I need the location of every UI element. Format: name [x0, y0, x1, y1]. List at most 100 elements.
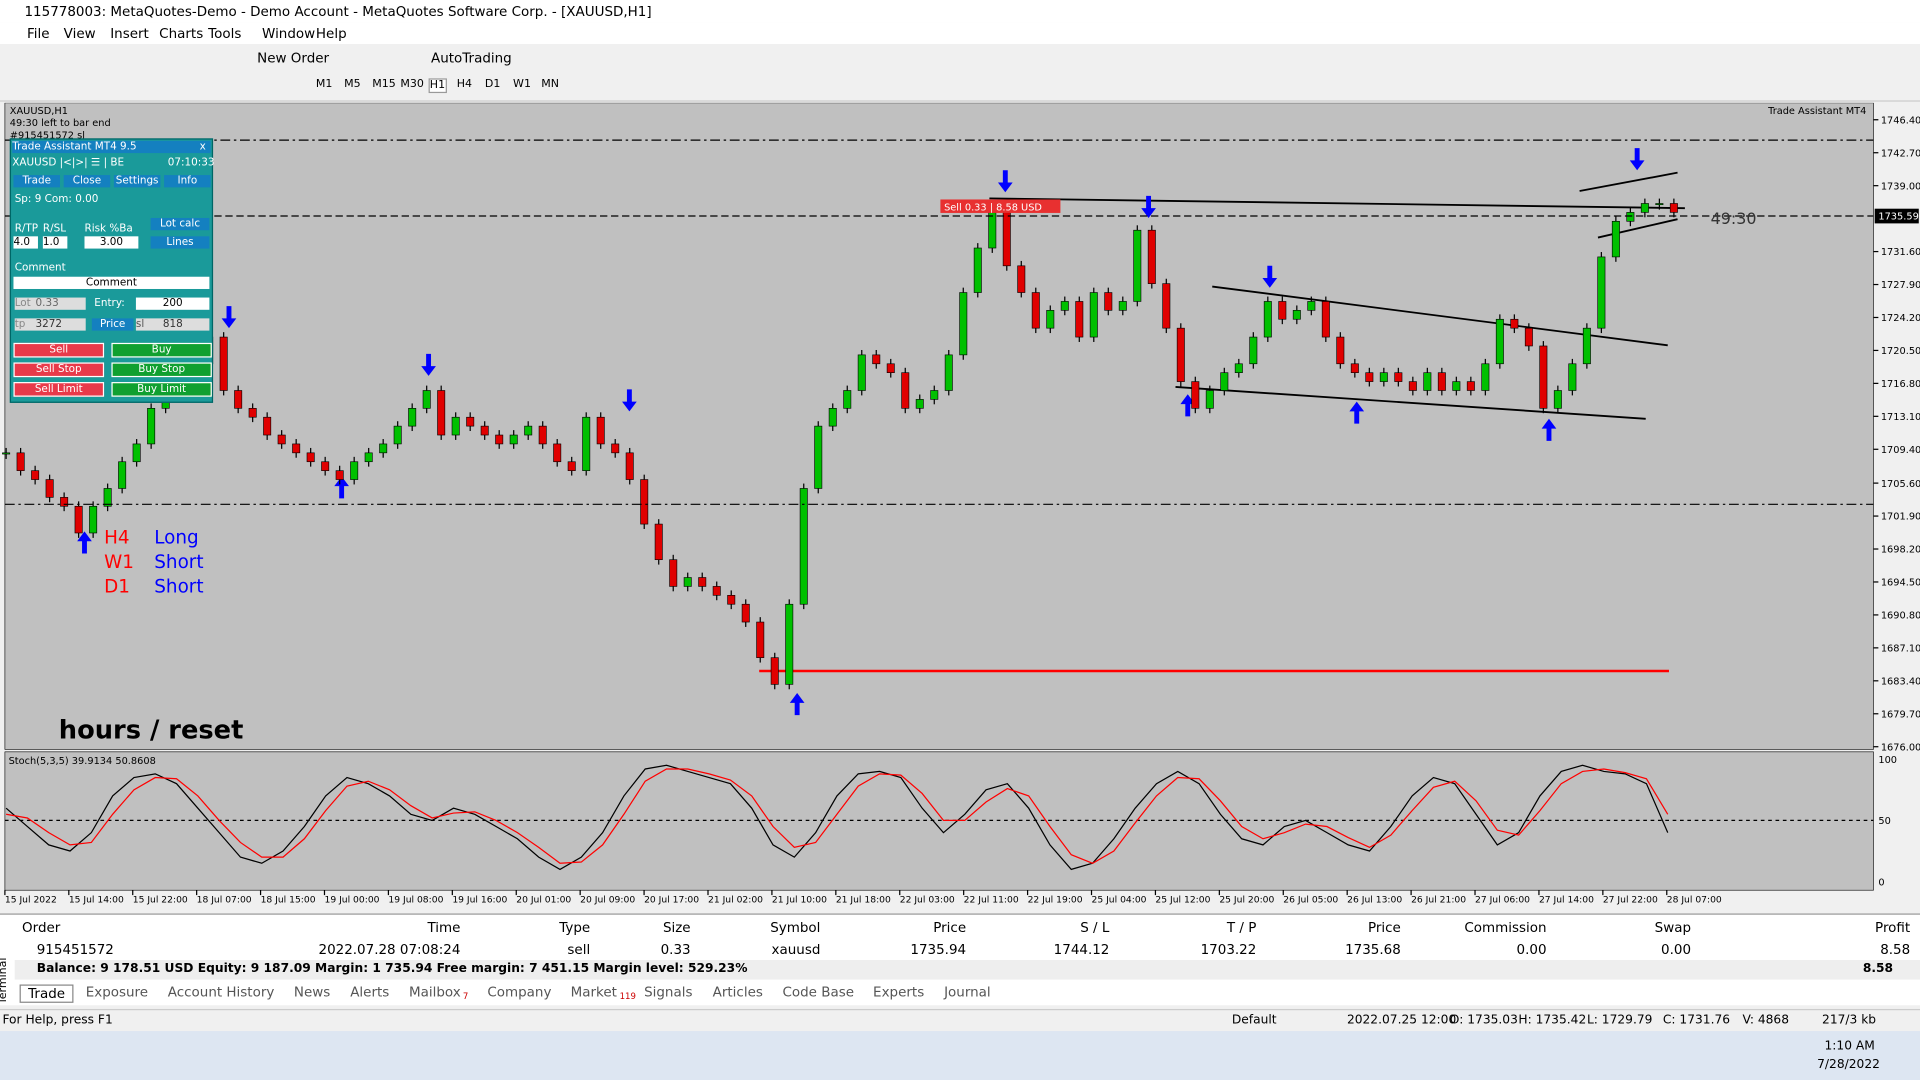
time-tick-label: 25 Jul 04:00 — [1092, 894, 1147, 905]
timeframe-button: M30 — [400, 78, 424, 91]
time-tick-label: 21 Jul 02:00 — [708, 894, 763, 905]
timer-label: 49:30 left to bar end — [10, 118, 111, 129]
terminal-tab[interactable]: Alerts — [350, 984, 390, 1001]
candle — [843, 390, 852, 409]
annotation-dir: Short — [154, 577, 203, 598]
annotation-tf: H4 — [104, 528, 129, 549]
terminal-tab[interactable]: Experts — [873, 984, 925, 1001]
menu-item: View — [63, 25, 96, 42]
panel-tab[interactable]: Info — [164, 175, 211, 188]
time-tick-label: 27 Jul 14:00 — [1539, 894, 1594, 905]
time-tick-label: 20 Jul 17:00 — [644, 894, 699, 905]
column-header: Time — [427, 919, 461, 936]
candle — [1002, 212, 1011, 267]
candle — [1292, 310, 1301, 320]
terminal-tab[interactable]: Market — [570, 984, 617, 1001]
candle — [2, 452, 11, 455]
terminal-tab[interactable]: News — [293, 984, 331, 1001]
order-cell: sell — [567, 941, 591, 958]
panel-input: 0.33 — [35, 297, 59, 310]
order-cell: 0.00 — [1661, 941, 1692, 958]
price-tick-label: 1687.10 — [1881, 644, 1920, 655]
terminal-tab[interactable]: Mailbox — [408, 984, 461, 1001]
annotation-dir: Short — [154, 552, 203, 573]
candle — [1336, 336, 1345, 365]
panel-tab[interactable]: Trade — [13, 175, 61, 188]
candle — [1539, 345, 1548, 409]
balance-line: Balance: 9 178.51 USD Equity: 9 187.09 M… — [36, 962, 748, 976]
title-bar — [0, 0, 1920, 23]
candle — [770, 657, 779, 685]
candle — [1234, 363, 1243, 373]
candle — [741, 603, 750, 623]
candle — [1495, 318, 1504, 365]
candle — [1060, 301, 1069, 311]
terminal-tab[interactable]: Articles — [712, 984, 763, 1001]
candle — [1568, 363, 1577, 391]
panel-tab[interactable]: Close — [63, 175, 111, 188]
total-profit: 8.58 — [1862, 962, 1894, 976]
candle — [147, 408, 156, 445]
panel-input: Comment — [13, 276, 210, 289]
panel-button[interactable]: Buy Limit — [111, 382, 212, 397]
panel-button[interactable]: Sell Stop — [13, 362, 105, 378]
column-header: Size — [662, 919, 691, 936]
timeframe-button: H4 — [456, 78, 473, 91]
candle — [538, 425, 547, 445]
time-tick-label: 27 Jul 06:00 — [1475, 894, 1530, 905]
price-tick-label: 1731.60 — [1881, 247, 1920, 258]
column-header: Price — [1367, 919, 1401, 936]
order-cell: xauusd — [771, 941, 821, 958]
menu-item: Help — [315, 25, 347, 42]
panel-button[interactable]: Buy — [111, 342, 212, 358]
time-tick-label: 18 Jul 15:00 — [261, 894, 316, 905]
column-header: Price — [933, 919, 967, 936]
status-field: V: 4868 — [1742, 1013, 1790, 1028]
order-cell: 0.33 — [660, 941, 691, 958]
candle — [683, 577, 692, 587]
panel-button[interactable]: Sell Limit — [13, 382, 105, 397]
status-field: O: 1735.03 — [1449, 1013, 1518, 1028]
current-price-label: 1735.59 — [1878, 212, 1918, 223]
window-title: 115778003: MetaQuotes-Demo - Demo Accoun… — [24, 3, 652, 20]
terminal-tab[interactable]: Exposure — [85, 984, 149, 1001]
terminal-tab[interactable]: Signals — [644, 984, 693, 1001]
ea-name: Trade Assistant MT4 — [1767, 106, 1866, 117]
menu-item: Tools — [208, 25, 242, 42]
status-bg — [0, 1008, 1920, 1033]
candle — [1278, 301, 1287, 320]
terminal-tab[interactable]: Account History — [167, 984, 275, 1001]
candle — [263, 416, 272, 436]
trendlines — [989, 171, 1685, 420]
candle — [1669, 203, 1678, 213]
panel-button[interactable]: Buy Stop — [111, 362, 212, 378]
taskbar-time: 1:10 AM — [1824, 1039, 1875, 1054]
candle — [132, 443, 141, 463]
price-tick-label: 1701.90 — [1881, 512, 1920, 523]
panel-tab[interactable]: Settings — [113, 175, 161, 188]
order-cell: 1735.94 — [910, 941, 967, 958]
candle — [1510, 318, 1519, 329]
price-tick-label: 1683.40 — [1881, 676, 1920, 687]
candle — [1640, 203, 1649, 213]
candle — [756, 621, 765, 658]
candle — [988, 212, 997, 249]
time-tick-label: 21 Jul 10:00 — [772, 894, 827, 905]
candle — [451, 416, 460, 436]
terminal-tab[interactable]: Journal — [944, 984, 991, 1001]
candle — [480, 425, 489, 436]
panel-clock: 07:10:33 — [167, 156, 215, 169]
panel-button[interactable]: Sell — [13, 342, 105, 358]
terminal-tab[interactable]: Company — [487, 984, 552, 1001]
order-label: Sell 0.33 | 8.58 USD — [944, 202, 1042, 213]
column-header: T / P — [1226, 919, 1257, 936]
taskbar — [0, 1031, 1920, 1080]
time-tick-label: 19 Jul 00:00 — [324, 894, 379, 905]
time-tick-label: 19 Jul 08:00 — [388, 894, 443, 905]
terminal-tab[interactable]: Trade — [19, 984, 74, 1003]
order-cell: 8.58 — [1880, 941, 1911, 958]
candle — [306, 452, 315, 463]
panel-title: Trade Assistant MT4 9.5 — [12, 140, 211, 154]
candle — [408, 408, 417, 427]
terminal-tab[interactable]: Code Base — [782, 984, 855, 1001]
